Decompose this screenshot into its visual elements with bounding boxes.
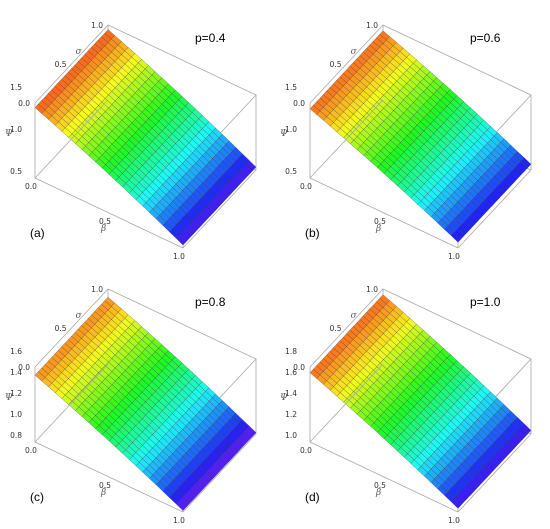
psi-tick-label: 0.5 xyxy=(285,167,297,176)
psi-tick-label: 1.4 xyxy=(10,368,22,377)
surface-mesh xyxy=(34,296,257,511)
psi-tick-label: 1.0 xyxy=(285,431,297,440)
sigma-axis-label: σ xyxy=(351,311,358,321)
beta-tick-label: 1.0 xyxy=(173,516,185,525)
panel-b: 0.00.51.0σ0.00.51.0β1.51.00.5Ψp=0.6(b) xyxy=(280,21,532,261)
sigma-tick-label: 0.0 xyxy=(293,99,305,108)
surface-cell xyxy=(176,234,187,246)
surface-cell xyxy=(451,498,462,509)
sigma-tick-label: 1.0 xyxy=(366,285,378,294)
beta-tick-label: 0.0 xyxy=(25,182,37,191)
beta-tick-label: 1.0 xyxy=(448,252,460,261)
panel-label: (c) xyxy=(30,490,44,504)
beta-tick-label: 1.0 xyxy=(448,516,460,525)
panel-label: (a) xyxy=(30,226,45,240)
beta-tick-label: 1.0 xyxy=(173,252,185,261)
sigma-tick-label: 0.0 xyxy=(18,99,30,108)
panel-label: (b) xyxy=(305,226,320,240)
psi-tick-label: 1.5 xyxy=(285,83,297,92)
panel-title: p=0.6 xyxy=(470,31,501,45)
beta-axis-label: β xyxy=(100,488,106,498)
psi-tick-label: 1.6 xyxy=(10,347,22,356)
beta-tick-label: 0.5 xyxy=(374,481,386,490)
surface-mesh xyxy=(309,30,532,243)
panel-label: (d) xyxy=(305,490,320,504)
psi-tick-label: 1.5 xyxy=(10,83,22,92)
psi-tick-label: 1.2 xyxy=(10,389,22,398)
panel-d: 0.0 0.5 1.0 σ 0.0 0.5 1.0 β 1.8 1.6 1.4 1.2 1.0 Ψp=1.… xyxy=(280,285,532,525)
sigma-tick-label: 1.0 xyxy=(366,21,378,30)
panel-title: p=0.8 xyxy=(195,295,226,309)
surface-mesh xyxy=(309,294,532,509)
beta-tick-label: 0.5 xyxy=(99,481,111,490)
psi-axis-label: Ψ xyxy=(280,129,289,139)
sigma-tick-label: 0.5 xyxy=(330,324,342,333)
sigma-tick-label: 0.5 xyxy=(55,324,67,333)
bounding-box-front xyxy=(309,363,459,513)
sigma-tick-label: 0.0 xyxy=(293,363,305,372)
psi-tick-label: 0.8 xyxy=(10,431,22,440)
psi-tick-label: 1.0 xyxy=(285,125,297,134)
sigma-axis-label: σ xyxy=(76,311,83,321)
psi-tick-label: 1.2 xyxy=(285,410,297,419)
psi-tick-label: 1.6 xyxy=(285,368,297,377)
panel-a: 0.00.51.0σ0.00.51.0β1.51.00.5Ψp=0.4(a) xyxy=(5,21,257,261)
beta-axis-label: β xyxy=(375,224,381,234)
sigma-tick-label: 1.0 xyxy=(91,21,103,30)
psi-axis-label: Ψ xyxy=(280,393,289,403)
psi-axis-label: Ψ xyxy=(5,129,14,139)
surface-mesh xyxy=(34,29,257,246)
sigma-tick-label: 0.5 xyxy=(330,60,342,69)
psi-tick-label: 1.4 xyxy=(285,389,297,398)
beta-axis-label: β xyxy=(375,488,381,498)
bounding-box-front xyxy=(34,99,184,249)
beta-tick-label: 0.5 xyxy=(374,217,386,226)
psi-tick-label: 1.0 xyxy=(10,410,22,419)
bounding-box-front xyxy=(34,363,184,513)
beta-tick-label: 0.0 xyxy=(300,446,312,455)
panel-title: p=0.4 xyxy=(195,31,226,45)
surface-cell xyxy=(176,500,187,511)
sigma-axis-label: σ xyxy=(76,47,83,57)
psi-axis-label: Ψ xyxy=(5,393,14,403)
surface-cell xyxy=(451,232,462,243)
sigma-tick-label: 1.0 xyxy=(91,285,103,294)
beta-tick-label: 0.0 xyxy=(300,182,312,191)
psi-tick-label: 1.0 xyxy=(10,125,22,134)
sigma-tick-label: 0.0 xyxy=(18,363,30,372)
sigma-axis-label: σ xyxy=(351,47,358,57)
beta-tick-label: 0.0 xyxy=(25,446,37,455)
beta-axis-label: β xyxy=(100,224,106,234)
sigma-tick-label: 0.5 xyxy=(55,60,67,69)
panel-title: p=1.0 xyxy=(470,295,501,309)
psi-tick-label: 1.8 xyxy=(285,347,297,356)
bounding-box-front xyxy=(309,99,459,249)
panel-c: 0.0 0.5 1.0 σ 0.0 0.5 1.0 β 1.6 1.4 1.2 1.0 0.8 Ψp=0.… xyxy=(5,285,257,525)
beta-tick-label: 0.5 xyxy=(99,217,111,226)
psi-tick-label: 0.5 xyxy=(10,167,22,176)
